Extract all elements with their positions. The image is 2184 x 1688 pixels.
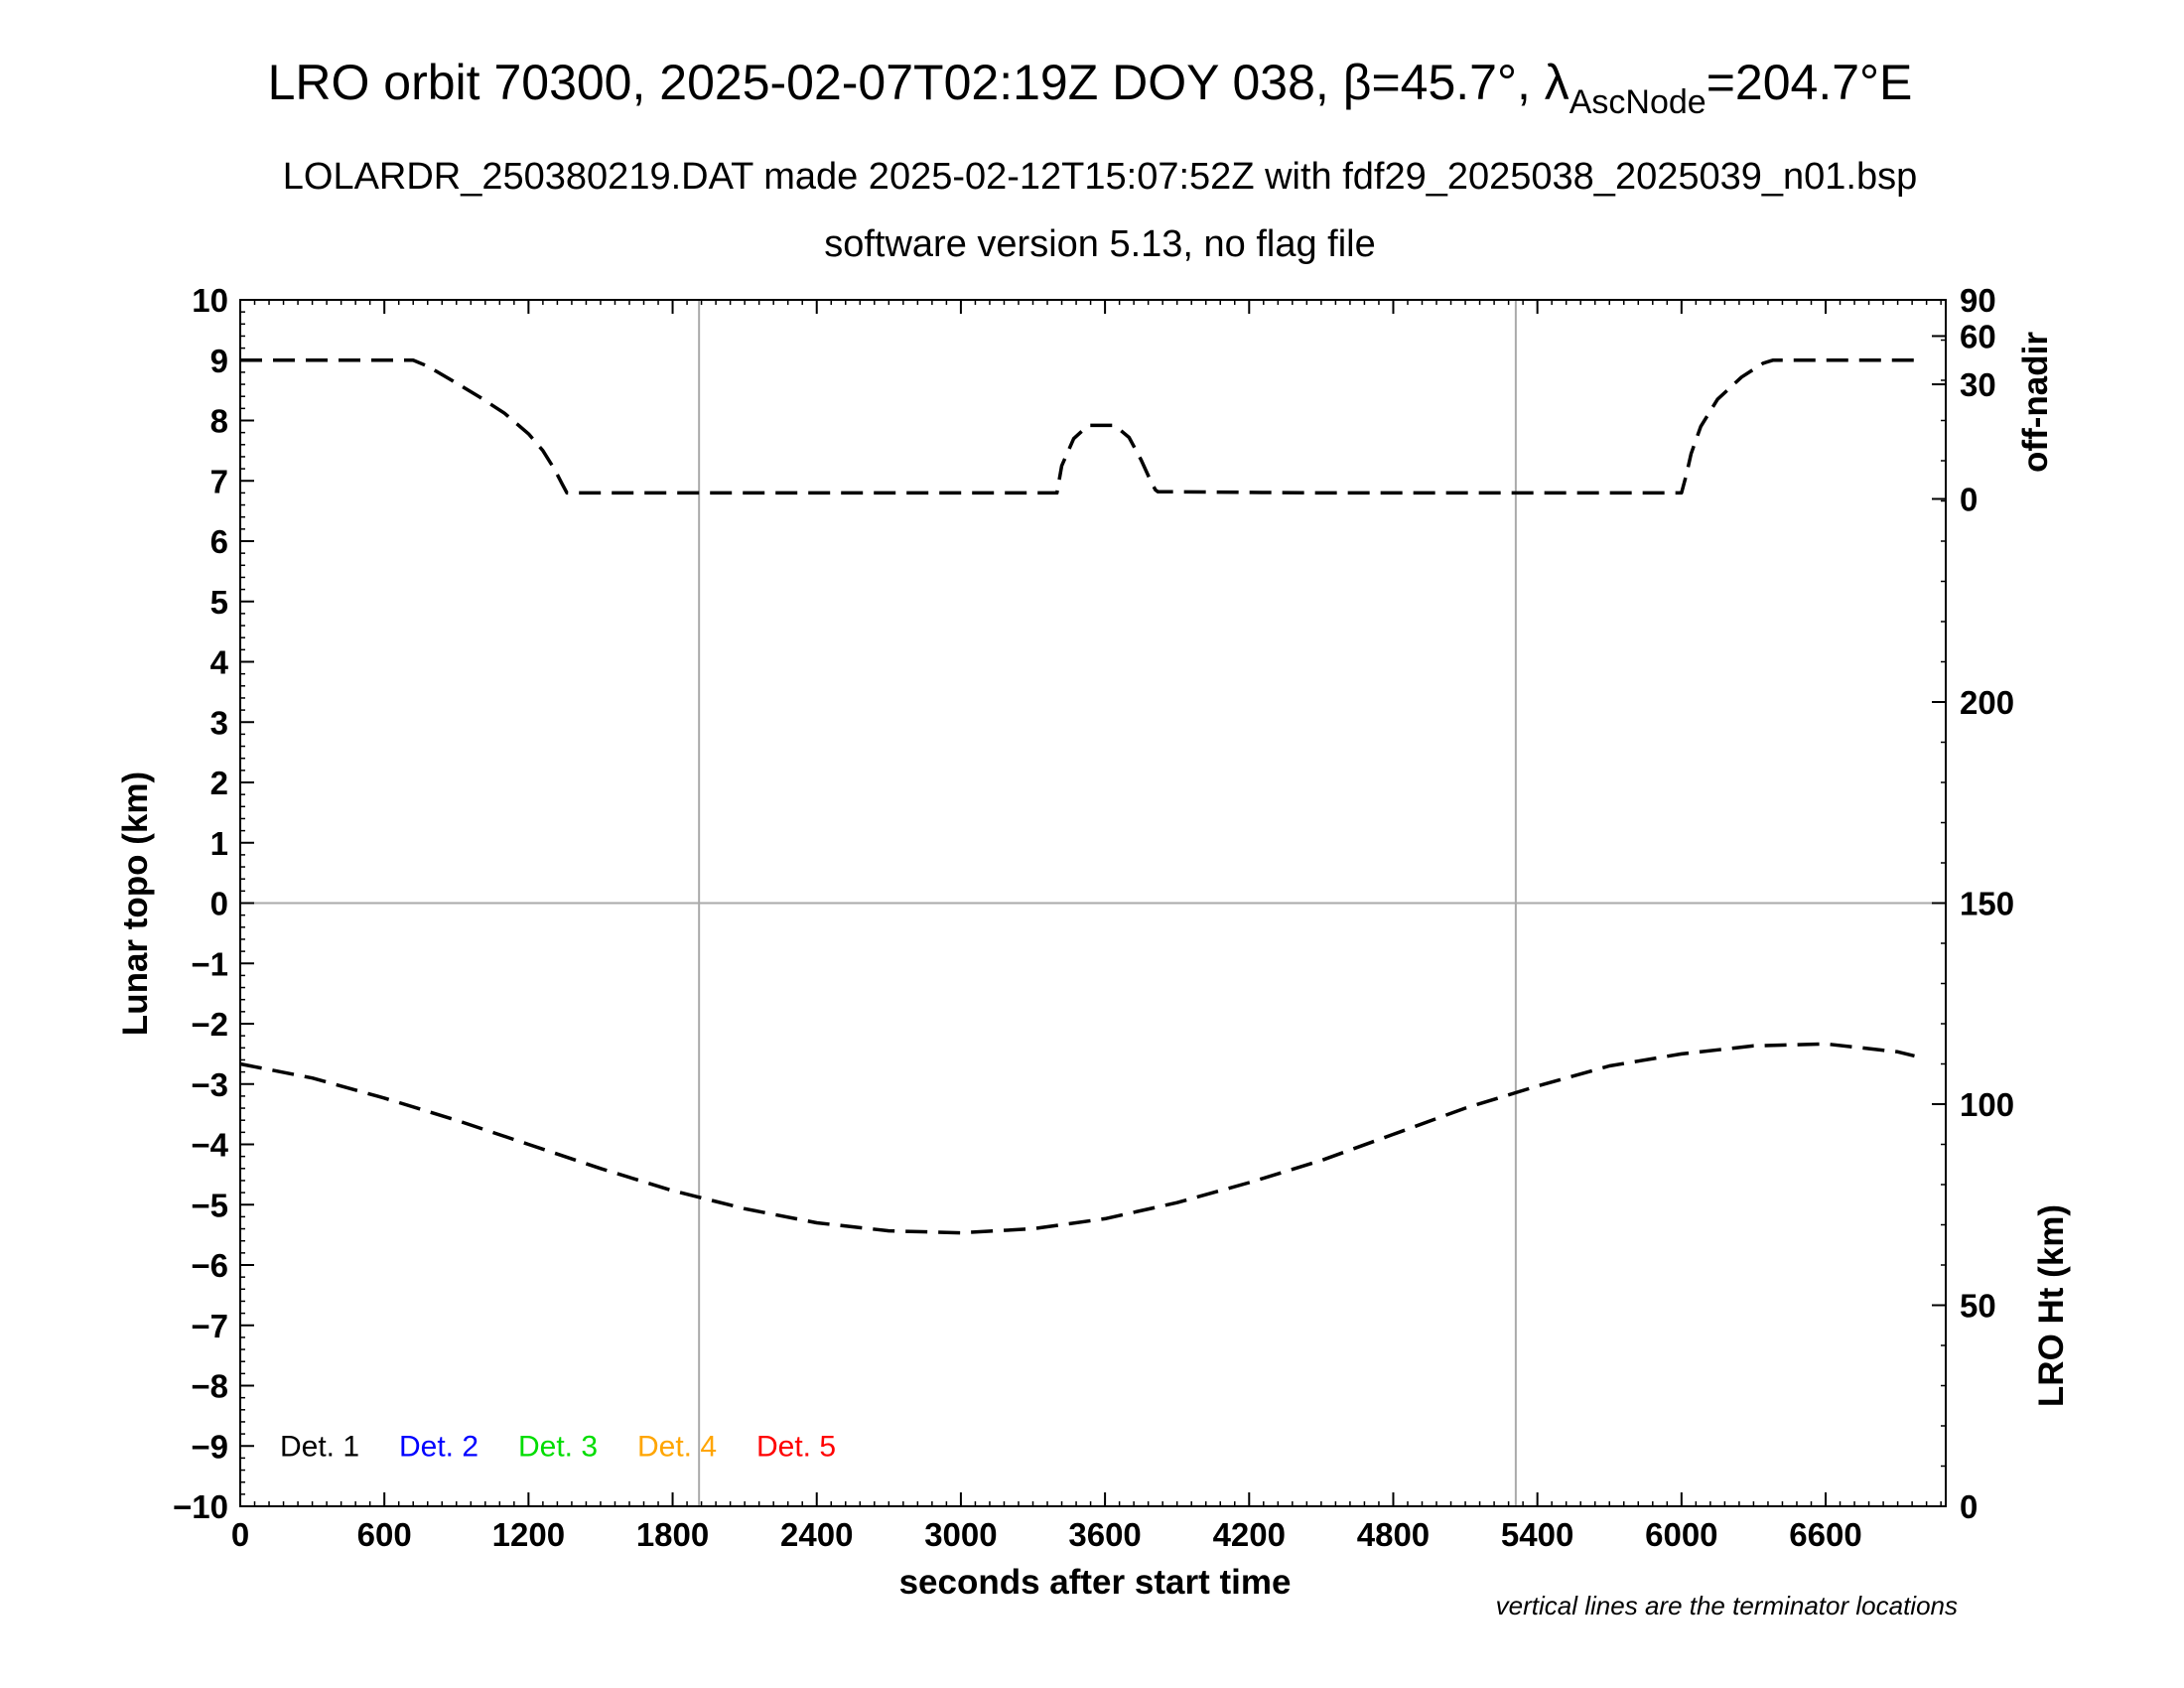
- y-tick-label-1: 9: [210, 343, 228, 379]
- lro-ht-tick-label-1: 150: [1960, 886, 2014, 922]
- y-tick-label-8: 2: [210, 765, 228, 801]
- x-axis-label: seconds after start time: [899, 1563, 1292, 1602]
- lro-ht-tick-label-0: 200: [1960, 684, 2014, 721]
- x-tick-label-2: 1200: [492, 1516, 565, 1553]
- y-axis-label-lro-ht: LRO Ht (km): [2032, 1204, 2071, 1407]
- x-tick-label-10: 6000: [1645, 1516, 1717, 1553]
- lro-ht-tick-label-2: 100: [1960, 1086, 2014, 1123]
- series-layer: [239, 358, 1915, 1235]
- chart-subtitle-file: LOLARDR_250380219.DAT made 2025-02-12T15…: [283, 156, 1918, 198]
- chart-subtitle-version: software version 5.13, no flag file: [824, 223, 1376, 265]
- y-tick-label-10: 0: [210, 886, 228, 922]
- y-tick-label-12: −2: [191, 1006, 228, 1043]
- terminator-note: vertical lines are the terminator locati…: [1496, 1591, 1958, 1620]
- y-tick-label-0: 10: [192, 282, 228, 319]
- y-tick-label-19: −9: [191, 1428, 228, 1465]
- x-tick-label-6: 3600: [1068, 1516, 1141, 1553]
- x-tick-label-0: 0: [231, 1516, 249, 1553]
- lro-ht-tick-label-3: 50: [1960, 1288, 1996, 1325]
- y-tick-label-15: −5: [191, 1187, 228, 1223]
- x-axis-ticks: 0 600 1200 1800 2400 3000 3600 4200 4800 5400 6000…: [231, 300, 1862, 1553]
- dotted-minor-ticks: [239, 299, 1946, 1507]
- y-tick-label-20: −10: [173, 1488, 228, 1525]
- off-nadir-tick-label-0: 90: [1960, 282, 1996, 319]
- y-tick-label-2: 8: [210, 403, 228, 440]
- legend-item-5: Det. 5: [756, 1430, 836, 1463]
- y-tick-label-16: −6: [191, 1247, 228, 1284]
- lro-ht-tick-label-4: 0: [1960, 1488, 1978, 1525]
- off-nadir-tick-label-3: 0: [1960, 481, 1978, 517]
- x-tick-label-8: 4800: [1357, 1516, 1430, 1553]
- off-nadir-tick-label-2: 30: [1960, 366, 1996, 403]
- x-tick-label-1: 600: [357, 1516, 412, 1553]
- legend-item-2: Det. 2: [399, 1430, 478, 1463]
- y-axis-label-left: Lunar topo (km): [116, 772, 155, 1036]
- x-tick-label-7: 4200: [1213, 1516, 1286, 1553]
- y-tick-label-17: −7: [191, 1308, 228, 1344]
- y-tick-label-11: −1: [191, 945, 228, 982]
- y-tick-label-9: 1: [210, 825, 228, 862]
- off-nadir-series-line: [240, 358, 1915, 495]
- chart-title: LRO orbit 70300, 2025-02-07T02:19Z DOY 0…: [268, 55, 1913, 121]
- off-nadir-tick-label-1: 60: [1960, 318, 1996, 354]
- legend-item-3: Det. 3: [518, 1430, 598, 1463]
- y-axis-label-off-nadir: off-nadir: [2016, 332, 2055, 473]
- y-tick-label-14: −4: [191, 1127, 228, 1164]
- legend-item-1: Det. 1: [280, 1430, 359, 1463]
- y-tick-label-18: −8: [191, 1368, 228, 1405]
- y-tick-label-13: −3: [191, 1066, 228, 1103]
- y-tick-label-3: 7: [210, 463, 228, 499]
- legend-item-4: Det. 4: [637, 1430, 717, 1463]
- x-tick-label-3: 1800: [636, 1516, 709, 1553]
- legend: Det. 1 Det. 2 Det. 3 Det. 4 Det. 5: [280, 1430, 836, 1463]
- y-tick-label-5: 5: [210, 584, 228, 621]
- y-tick-label-7: 3: [210, 704, 228, 741]
- x-tick-label-5: 3000: [924, 1516, 997, 1553]
- x-tick-label-11: 6600: [1789, 1516, 1861, 1553]
- y-tick-label-6: 4: [210, 644, 229, 681]
- x-tick-label-9: 5400: [1501, 1516, 1573, 1553]
- x-tick-label-4: 2400: [780, 1516, 853, 1553]
- y-tick-label-4: 6: [210, 523, 228, 560]
